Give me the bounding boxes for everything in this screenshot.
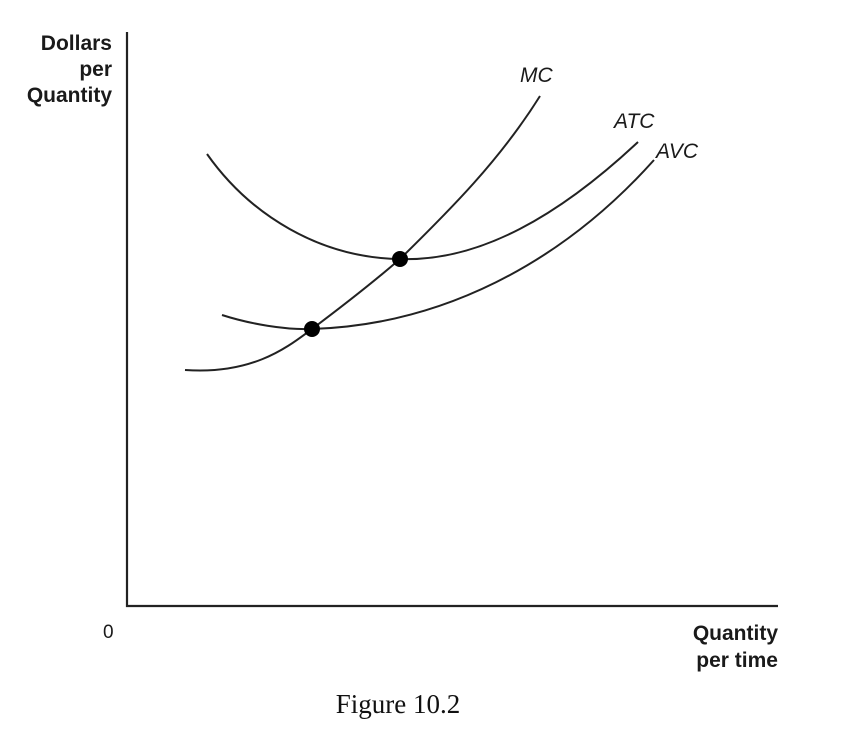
atc-curve-label: ATC <box>612 110 655 133</box>
x-axis-label-line-2: per time <box>696 649 778 672</box>
origin-label: 0 <box>103 622 114 643</box>
y-axis-label-line-3: Quantity <box>27 84 112 107</box>
avc-curve <box>221 159 655 331</box>
mc-atc-intersection-point <box>392 251 408 267</box>
figure-caption: Figure 10.2 <box>336 689 461 719</box>
x-axis-label-line-1: Quantity <box>693 622 778 645</box>
y-axis-label-line-1: Dollars <box>41 32 112 55</box>
avc-curve-label: AVC <box>654 140 699 163</box>
mc-curve <box>184 95 541 372</box>
y-axis-label-line-2: per <box>79 58 112 81</box>
mc-avc-intersection-point <box>304 321 320 337</box>
axes <box>125 32 778 608</box>
mc-curve-label: MC <box>520 64 553 87</box>
atc-curve <box>206 141 639 261</box>
